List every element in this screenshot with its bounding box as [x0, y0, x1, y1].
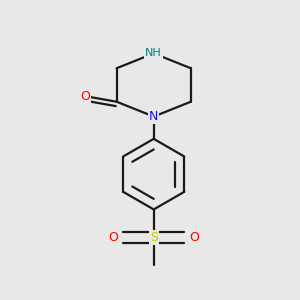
Text: S: S — [150, 231, 158, 244]
Text: O: O — [189, 231, 199, 244]
Text: O: O — [109, 231, 118, 244]
Text: N: N — [149, 110, 158, 123]
Text: O: O — [80, 90, 90, 103]
Text: NH: NH — [145, 48, 162, 59]
